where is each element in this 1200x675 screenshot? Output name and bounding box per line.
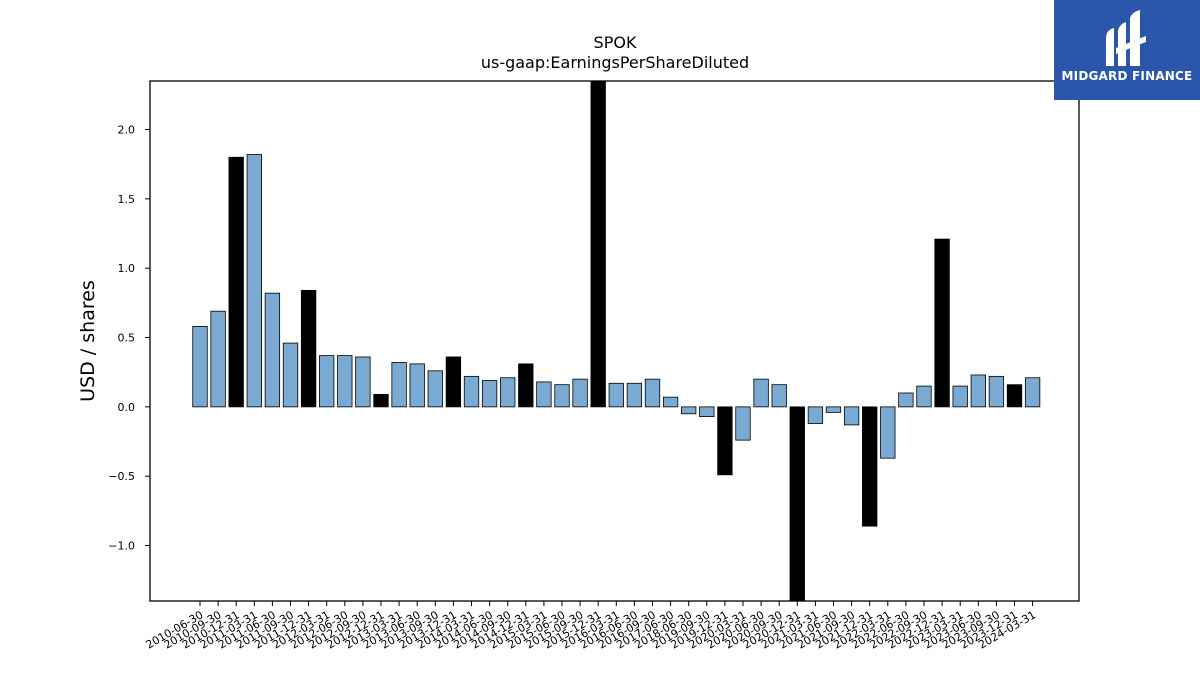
bar-2020-09-30 [771,384,787,408]
brand-name: MIDGARD FINANCE [1061,69,1193,83]
bar-2019-09-30 [699,406,715,417]
y-tick-label: 0.5 [118,332,136,345]
bar-2014-03-31 [463,375,480,408]
bar-2011-06-30 [264,292,281,408]
brand-logo-box [1054,0,1200,100]
bar-2012-12-31 [373,393,389,408]
bar-2020-03-31 [735,406,751,441]
bar-2010-06-30 [192,326,208,408]
y-ticks-layer: −1.0 −0.5 0.0 0.5 1.0 1.5 2.0 [108,124,150,553]
bar-2021-09-30 [843,406,860,426]
bar-2015-09-30 [572,378,588,408]
bar-2011-09-30 [282,342,299,408]
bar-2023-03-31 [952,385,968,408]
bar-2021-12-31 [862,406,878,527]
bar-2015-12-31 [590,80,606,408]
bar-2012-03-31 [319,355,335,408]
bars-layer [192,80,1041,602]
bar-2013-06-30 [409,363,425,408]
bar-2022-09-30 [916,385,932,408]
bar-2022-12-31 [934,238,950,408]
bar-2015-03-31 [536,381,552,408]
y-tick-label: 1.5 [118,193,136,206]
y-tick-label: −0.5 [108,470,135,483]
bar-2019-12-31 [717,406,733,476]
bar-2021-03-31 [807,406,824,424]
x-ticks-layer: 2010-06-302010-09-302010-12-312011-03-31… [144,601,1038,652]
y-axis-label: USD / shares [77,280,99,402]
bar-2016-09-30 [644,378,661,408]
bar-2022-03-31 [880,406,896,459]
y-tick-label: 1.0 [118,262,136,275]
chart-title: SPOK [594,33,637,52]
bar-2014-12-31 [518,363,534,408]
bar-2020-06-30 [753,378,769,408]
bar-2017-06-30 [662,396,679,408]
bar-2013-03-31 [391,362,407,408]
bar-2022-06-30 [898,392,914,408]
y-tick-label: −1.0 [108,540,135,553]
plot-frame [149,80,1080,602]
bar-2023-09-30 [988,375,1005,408]
midgard-logo-icon [1106,10,1146,66]
bar-2018-06-30 [681,406,697,415]
bar-2015-06-30 [554,384,570,408]
bar-2010-09-30 [210,310,226,408]
bar-2021-06-30 [825,406,842,413]
bar-2023-06-30 [970,374,986,408]
bar-2014-06-30 [481,380,498,408]
bar-2012-06-30 [337,355,353,408]
bar-2011-12-31 [300,289,317,408]
bar-2016-06-30 [626,382,643,408]
y-tick-label: 0.0 [118,401,136,414]
bar-2020-12-31 [789,406,805,602]
bar-2024-03-31 [1024,377,1041,408]
bar-2013-12-31 [445,356,462,408]
y-tick-label: 2.0 [118,124,136,137]
bar-2012-09-30 [355,356,371,408]
bar-2010-12-31 [228,156,244,408]
bar-2016-03-31 [608,382,624,408]
bar-2013-09-30 [427,370,443,408]
bar-2011-03-31 [246,154,262,408]
chart-subtitle: us-gaap:EarningsPerShareDiluted [481,53,749,72]
bar-2023-12-31 [1006,384,1023,408]
bar-2014-09-30 [500,377,516,408]
